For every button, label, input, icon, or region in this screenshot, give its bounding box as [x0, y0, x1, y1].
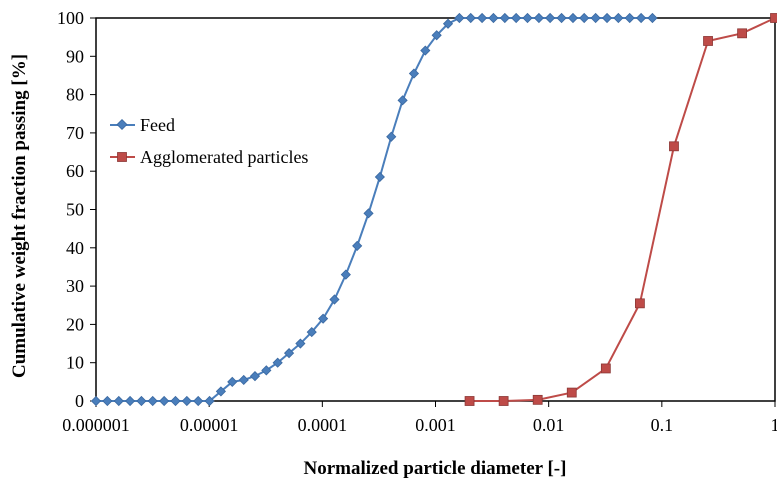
data-point-agglomerated-particles — [464, 396, 475, 406]
series-line-agglomerated-particles — [469, 17, 776, 402]
x-axis-title: Normalized particle diameter [-] — [304, 458, 567, 479]
y-tick-label: 40 — [66, 238, 84, 258]
data-point-agglomerated-particles — [532, 394, 543, 405]
y-axis-title: Cumulative weight fraction passing [%] — [9, 54, 30, 378]
data-point-feed — [283, 348, 295, 359]
data-point-agglomerated-particles — [498, 396, 509, 406]
data-point-feed — [647, 12, 658, 24]
data-point-agglomerated-particles — [669, 141, 679, 152]
data-point-feed — [386, 131, 397, 142]
data-point-feed — [363, 208, 374, 219]
data-point-feed — [215, 386, 227, 397]
data-point-agglomerated-particles — [634, 298, 645, 309]
data-point-feed — [261, 365, 272, 376]
y-tick-label: 30 — [66, 276, 84, 296]
data-point-feed — [136, 395, 147, 407]
data-point-feed — [170, 395, 181, 407]
legend: Feed Agglomerated particles — [110, 115, 308, 167]
y-tick-label: 80 — [66, 85, 84, 105]
data-point-feed — [499, 12, 510, 24]
data-point-feed — [465, 12, 476, 24]
data-point-feed — [295, 338, 306, 349]
data-point-feed — [636, 12, 647, 24]
data-point-feed — [102, 395, 113, 407]
data-point-agglomerated-particles — [770, 13, 777, 23]
data-point-feed — [545, 12, 556, 24]
data-point-feed — [431, 30, 442, 41]
data-point-feed — [420, 45, 431, 56]
data-point-feed — [147, 395, 158, 407]
y-tick-label: 0 — [75, 391, 84, 411]
data-point-feed — [249, 371, 261, 382]
x-tick-label: 0.001 — [415, 415, 456, 435]
data-point-feed — [227, 376, 238, 387]
x-tick-label: 1 — [771, 415, 777, 435]
y-axis-ticks: 0 10 20 30 40 50 60 70 80 90 100 — [57, 8, 96, 411]
legend-marker-feed — [116, 118, 128, 131]
data-point-feed — [613, 12, 624, 24]
data-point-feed — [159, 395, 170, 407]
x-tick-label: 0.1 — [651, 415, 674, 435]
data-point-feed — [567, 12, 579, 24]
data-point-feed — [374, 171, 385, 183]
data-point-agglomerated-particles — [600, 363, 611, 374]
data-point-feed — [329, 294, 340, 305]
data-point-feed — [272, 357, 283, 368]
y-tick-label: 60 — [66, 161, 84, 181]
data-point-feed — [306, 326, 317, 338]
legend-label-agglomerated: Agglomerated particles — [140, 147, 308, 167]
legend-marker-agglomerated — [117, 152, 127, 162]
x-tick-label: 0.00001 — [180, 415, 239, 435]
x-tick-label: 0.0001 — [298, 415, 348, 435]
data-point-feed — [442, 18, 454, 29]
data-point-agglomerated-particles — [737, 28, 747, 39]
data-point-feed — [488, 12, 499, 24]
data-point-feed — [522, 12, 533, 24]
data-point-feed — [533, 12, 545, 24]
data-point-feed — [476, 12, 488, 24]
y-tick-label: 50 — [66, 200, 84, 220]
data-point-feed — [238, 374, 249, 386]
data-point-agglomerated-particles — [703, 36, 713, 46]
legend-label-feed: Feed — [140, 115, 175, 135]
data-point-feed — [556, 12, 567, 24]
data-point-feed — [579, 12, 590, 24]
data-point-agglomerated-particles — [566, 387, 577, 398]
data-point-feed — [408, 68, 420, 79]
x-tick-label: 0.000001 — [62, 415, 130, 435]
data-point-feed — [90, 395, 102, 407]
data-point-feed — [318, 313, 329, 324]
data-point-feed — [193, 395, 204, 407]
data-point-feed — [397, 95, 408, 106]
y-tick-label: 70 — [66, 123, 84, 143]
data-point-feed — [113, 395, 124, 407]
data-point-feed — [624, 12, 635, 24]
data-point-feed — [340, 269, 351, 280]
y-tick-label: 100 — [57, 8, 84, 28]
series-layer — [90, 12, 777, 407]
data-point-feed — [181, 395, 192, 407]
data-point-feed — [601, 12, 613, 24]
data-point-feed — [454, 12, 465, 24]
y-tick-label: 20 — [66, 314, 84, 334]
x-axis-ticks: 0.000001 0.00001 0.0001 0.001 0.01 0.1 1 — [62, 401, 777, 435]
y-tick-label: 10 — [66, 353, 84, 373]
x-tick-label: 0.01 — [533, 415, 565, 435]
data-point-feed — [590, 12, 601, 24]
y-tick-label: 90 — [66, 46, 84, 66]
data-point-feed — [124, 395, 136, 407]
data-point-feed — [352, 240, 363, 251]
plot-area — [95, 17, 776, 402]
data-point-feed — [204, 395, 215, 407]
data-point-feed — [511, 12, 522, 24]
